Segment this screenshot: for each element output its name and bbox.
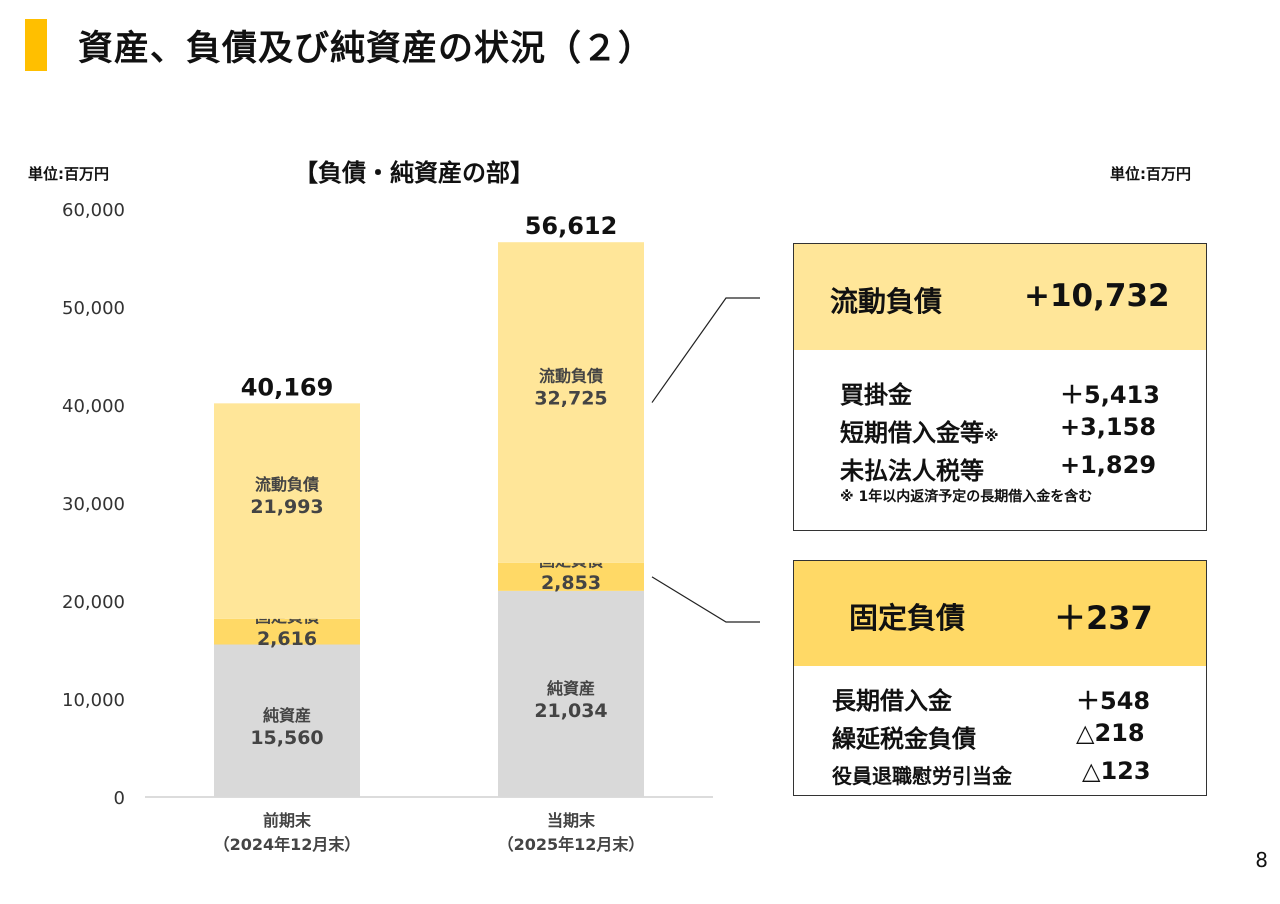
page-title: 資産、負債及び純資産の状況（２） (78, 29, 655, 69)
item-label-deferred-tax-liabilities: 繰延税金負債 (832, 725, 976, 753)
segment-value-label: 21,993 (250, 496, 323, 518)
x-category-label: 前期末 (263, 811, 312, 830)
item-value-short-term-borrowings: +3,158 (1060, 413, 1157, 441)
y-tick-label: 60,000 (62, 200, 125, 221)
item-label-retirement-allowance: 役員退職慰労引当金 (832, 764, 1012, 788)
x-category-sublabel: （2024年12月末） (214, 835, 361, 854)
y-tick-label: 10,000 (62, 690, 125, 711)
item-label-income-taxes-payable: 未払法人税等 (840, 457, 984, 485)
current-liabilities-change: +10,732 (1024, 278, 1170, 314)
bar-segment (214, 644, 360, 797)
segment-value-label: 32,725 (534, 388, 607, 410)
item-label-accounts-payable: 買掛金 (840, 381, 912, 409)
bar-segment (214, 403, 360, 619)
page-number: 8 (1255, 848, 1268, 872)
segment-name-label: 純資産 (263, 706, 311, 725)
connector-fixed-liabilities (651, 576, 760, 623)
y-tick-label: 20,000 (62, 592, 125, 613)
total-label: 56,612 (525, 212, 618, 240)
note-reference-mark: ※ (984, 427, 999, 445)
current-liabilities-breakdown: 流動負債 +10,732 買掛金 ＋5,413 短期借入金等※ +3,158 未… (793, 243, 1207, 531)
chart-heading: 【負債・純資産の部】 (294, 159, 534, 187)
fixed-liabilities-breakdown: 固定負債 ＋237 長期借入金 ＋548 繰延税金負債 △218 役員退職慰労引… (793, 560, 1207, 796)
item-value-deferred-tax-liabilities: △218 (1076, 719, 1145, 747)
connector-current-liabilities (651, 297, 760, 403)
current-liabilities-title: 流動負債 (830, 285, 943, 318)
segment-value-label: 2,853 (541, 572, 601, 594)
y-tick-label: 30,000 (62, 494, 125, 515)
total-label: 40,169 (241, 373, 334, 401)
x-category-label: 当期末 (547, 811, 596, 830)
breakdown-unit-label: 単位:百万円 (1110, 165, 1191, 183)
segment-name-label: 純資産 (547, 679, 595, 698)
stacked-bar-chart: 0 10,000 20,000 30,000 40,000 50,000 60,000 純資産… (62, 200, 760, 854)
item-value-income-taxes-payable: +1,829 (1060, 451, 1157, 479)
item-value-retirement-allowance: △123 (1082, 757, 1151, 785)
fixed-liabilities-title: 固定負債 (849, 601, 966, 635)
item-label-short-term-borrowings: 短期借入金等※ (840, 413, 999, 448)
segment-value-label: 15,560 (250, 727, 323, 749)
short-term-borrowings-text: 短期借入金等 (840, 419, 984, 447)
segment-name-label: 流動負債 (255, 475, 319, 494)
title-accent-bar (25, 19, 47, 71)
bar-segment (498, 562, 644, 591)
y-tick-label: 0 (114, 788, 125, 809)
segment-name-label: 流動負債 (539, 367, 603, 386)
item-value-accounts-payable: ＋5,413 (1060, 381, 1160, 409)
footnote: ※ 1年以内返済予定の長期借入金を含む (840, 489, 1093, 505)
y-tick-label: 50,000 (62, 298, 125, 319)
item-value-long-term-borrowings: ＋548 (1076, 687, 1151, 715)
bar-segment (214, 618, 360, 645)
y-tick-label: 40,000 (62, 396, 125, 417)
segment-value-label: 21,034 (534, 700, 607, 722)
fixed-liabilities-change: ＋237 (1054, 599, 1153, 637)
chart-unit-label: 単位:百万円 (28, 165, 109, 183)
bar-segment (498, 242, 644, 563)
item-label-long-term-borrowings: 長期借入金 (832, 687, 952, 715)
bar-segment (498, 590, 644, 797)
current-liabilities-header: 流動負債 +10,732 (794, 244, 1206, 350)
segment-value-label: 2,616 (257, 628, 317, 650)
fixed-liabilities-header: 固定負債 ＋237 (794, 561, 1206, 666)
x-category-sublabel: （2025年12月末） (498, 835, 645, 854)
